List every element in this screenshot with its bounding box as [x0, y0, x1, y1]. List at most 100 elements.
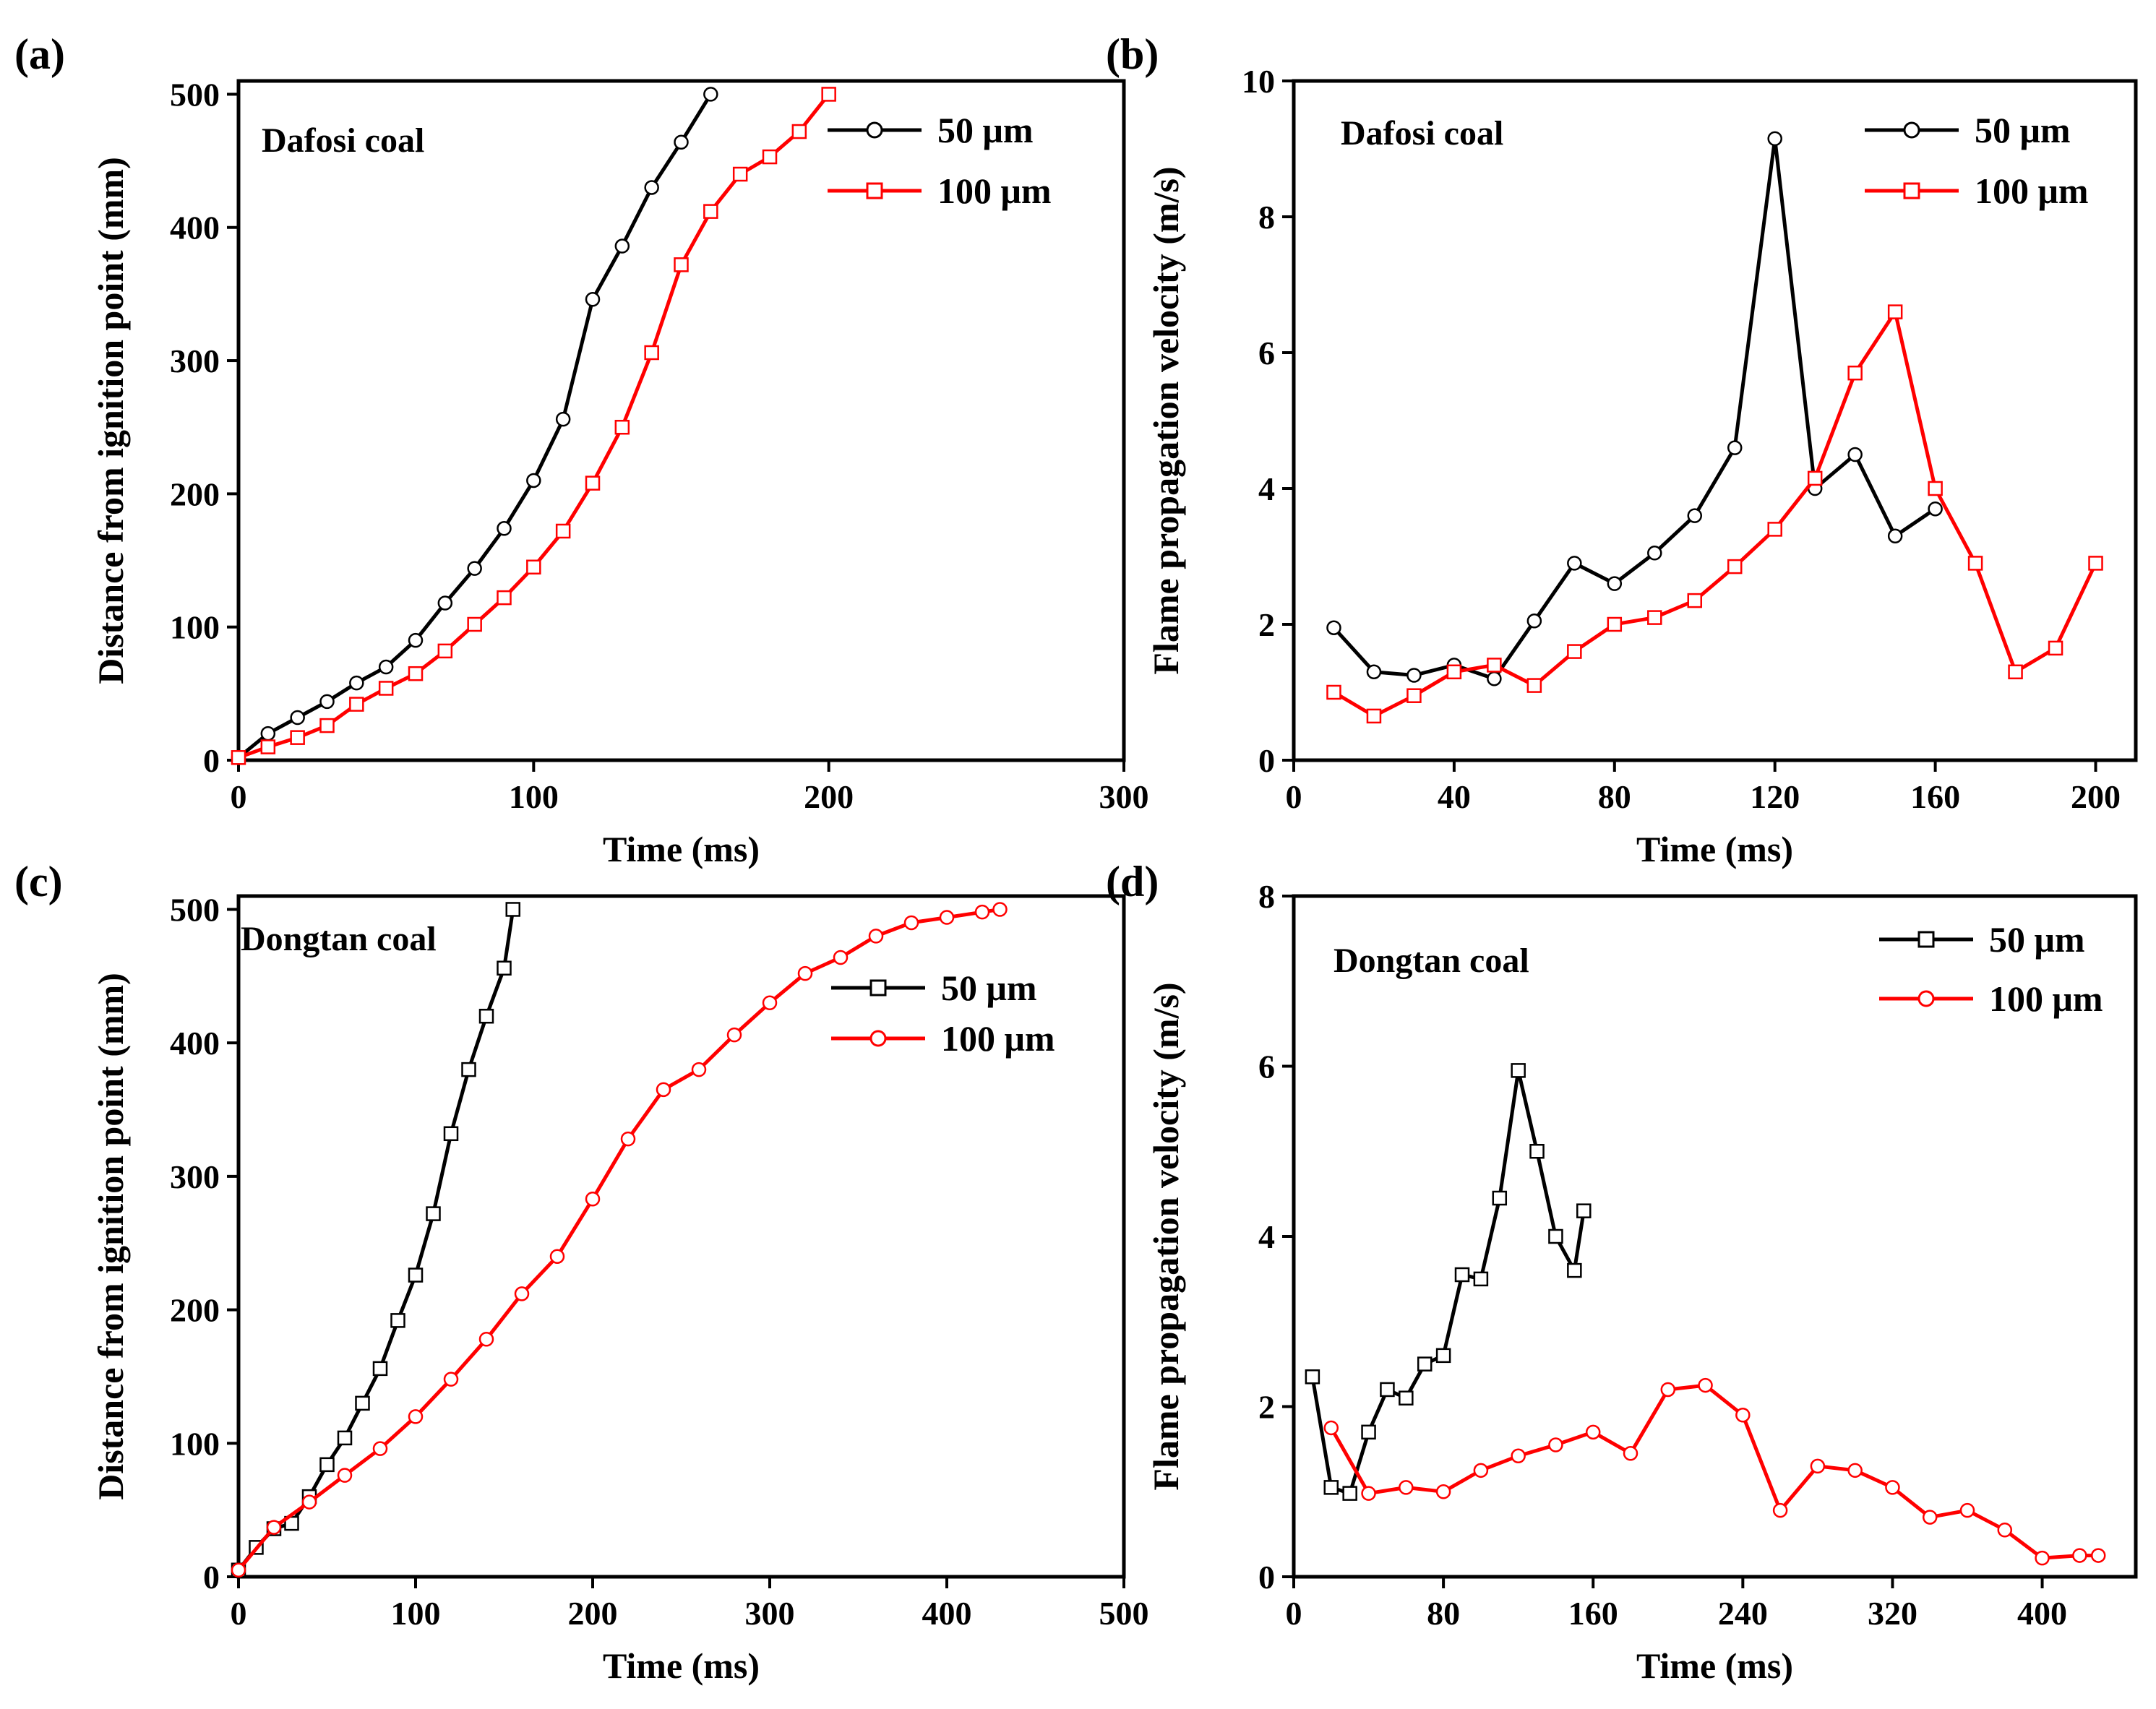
data-point: [319, 718, 335, 733]
data-point: [231, 750, 246, 765]
data-point: [408, 1409, 424, 1424]
panel-label: (a): [14, 30, 65, 78]
data-point: [1585, 1424, 1601, 1440]
data-point: [349, 697, 364, 712]
y-tick-label: 500: [170, 891, 220, 928]
data-point: [2090, 1548, 2106, 1563]
data-point: [644, 345, 659, 361]
data-point: [372, 1441, 388, 1456]
data-point: [726, 1027, 742, 1043]
legend-label: 50 μm: [937, 110, 1034, 150]
x-tick-label: 0: [1286, 1595, 1302, 1632]
x-tick-label: 80: [1598, 778, 1631, 815]
coal-annotation: Dafosi coal: [1341, 114, 1503, 152]
panel-label: (b): [1106, 30, 1159, 78]
data-point: [437, 643, 453, 659]
data-point: [1810, 1458, 1826, 1474]
legend-marker: [869, 1030, 887, 1047]
y-tick-label: 0: [203, 742, 220, 779]
x-tick-label: 320: [1868, 1595, 1917, 1632]
data-point: [1435, 1484, 1451, 1499]
data-point: [1473, 1271, 1489, 1287]
data-point: [1847, 447, 1863, 462]
data-point: [1361, 1486, 1376, 1501]
data-point: [2008, 664, 2023, 680]
data-point: [1997, 1522, 2013, 1538]
legend-label: 100 μm: [1975, 171, 2089, 211]
legend-label: 100 μm: [941, 1018, 1055, 1059]
data-point: [1647, 610, 1662, 625]
data-point: [821, 87, 836, 102]
x-tick-label: 160: [1568, 1595, 1618, 1632]
data-point: [2088, 556, 2103, 571]
chart-panel-2: (c) 0 100 200 300 400 500 0 100 200 300 400 500 Time …: [14, 858, 1149, 1686]
legend-marker: [1903, 121, 1920, 139]
data-point: [1887, 528, 1903, 544]
y-axis-label: Flame propagation velocity (m/s): [1146, 982, 1186, 1490]
plot-frame: [236, 79, 1126, 762]
y-tick-label: 2: [1258, 1389, 1275, 1426]
data-point: [301, 1494, 317, 1510]
plot-frame: [236, 894, 1126, 1579]
data-point: [1567, 556, 1582, 571]
y-tick-label: 100: [170, 1425, 220, 1462]
data-point: [461, 1062, 476, 1077]
data-point: [1305, 1369, 1320, 1385]
data-point: [585, 292, 601, 307]
x-tick-label: 100: [391, 1595, 441, 1632]
y-tick-label: 300: [170, 343, 220, 379]
legend-label: 100 μm: [1989, 978, 2103, 1019]
data-point: [1727, 440, 1743, 455]
x-axis-label: Time (ms): [603, 1645, 760, 1686]
legend-marker: [866, 182, 883, 199]
data-point: [443, 1126, 459, 1142]
series-line: [1329, 1383, 2099, 1560]
x-axis-label: Time (ms): [603, 829, 760, 869]
data-point: [1473, 1463, 1489, 1478]
x-tick-label: 200: [2071, 778, 2121, 815]
data-point: [443, 1372, 459, 1387]
data-point: [1511, 1448, 1526, 1464]
data-point: [585, 1192, 601, 1207]
data-point: [408, 632, 424, 648]
coal-annotation: Dongtan coal: [1333, 942, 1529, 980]
series-line: [237, 908, 1000, 1572]
series-0: [1305, 1063, 1592, 1501]
data-point: [1326, 684, 1341, 700]
data-point: [355, 1395, 370, 1411]
data-point: [408, 1267, 424, 1283]
data-point: [1406, 668, 1422, 683]
data-point: [992, 902, 1008, 917]
series-line: [1332, 137, 1937, 681]
data-point: [1735, 1408, 1751, 1423]
y-tick-label: 8: [1258, 878, 1275, 915]
y-tick-label: 2: [1258, 606, 1275, 643]
data-point: [1576, 1203, 1592, 1218]
y-tick-label: 4: [1258, 1218, 1275, 1255]
x-tick-label: 100: [509, 778, 559, 815]
x-tick-label: 120: [1750, 778, 1800, 815]
series-line: [238, 92, 830, 759]
data-point: [1326, 620, 1341, 635]
data-point: [549, 1249, 565, 1264]
data-point: [478, 1008, 494, 1024]
y-axis-label: Distance from ignition point (mm): [90, 973, 131, 1500]
x-tick-label: 200: [568, 1595, 618, 1632]
panel-label: (d): [1106, 858, 1159, 905]
y-tick-label: 400: [170, 1025, 220, 1062]
x-tick-label: 0: [231, 778, 247, 815]
data-point: [1847, 1463, 1863, 1478]
data-point: [555, 523, 571, 539]
data-point: [497, 521, 512, 536]
series-0: [231, 87, 718, 765]
data-point: [290, 730, 305, 745]
x-axis-label: Time (ms): [1636, 829, 1793, 869]
data-point: [1548, 1228, 1563, 1244]
data-point: [437, 595, 453, 611]
data-point: [1323, 1420, 1339, 1436]
data-point: [732, 166, 748, 182]
legend-marker: [1917, 931, 1935, 948]
data-point: [1623, 1446, 1639, 1461]
legend-label: 100 μm: [937, 171, 1052, 211]
data-point: [555, 411, 571, 427]
